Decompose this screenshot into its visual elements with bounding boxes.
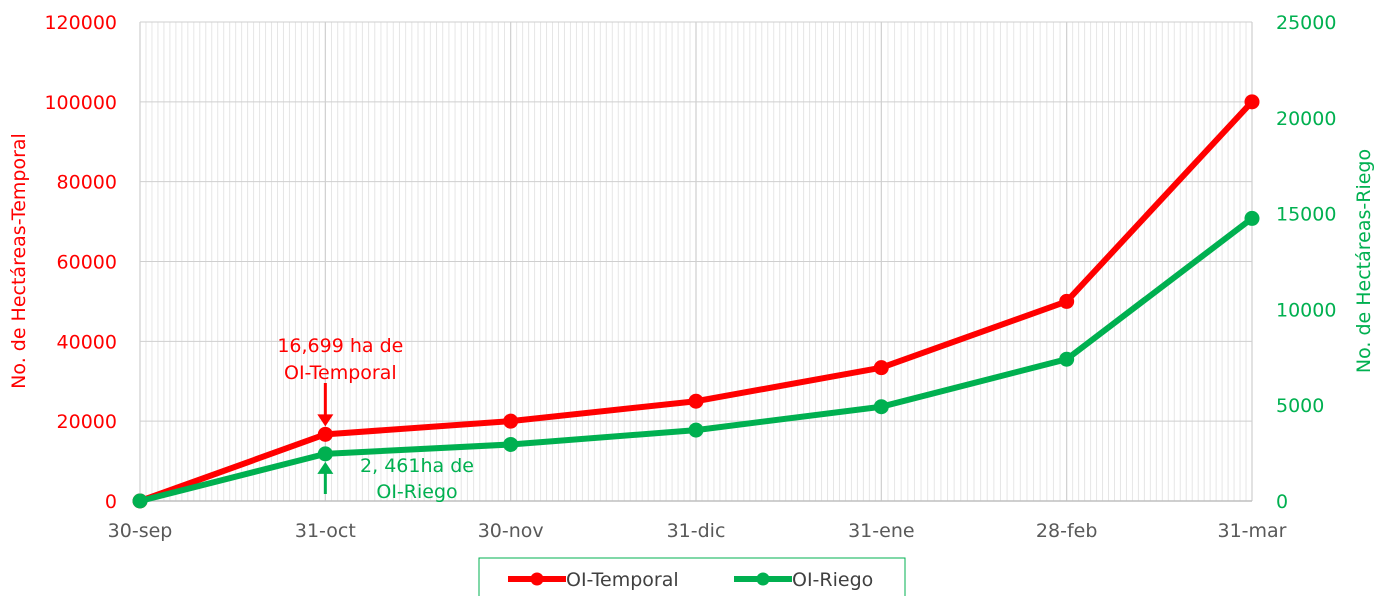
legend-label: OI-Temporal xyxy=(566,569,679,591)
legend-label: OI-Riego xyxy=(792,569,873,591)
legend: OI-Temporal OI-Riego xyxy=(478,557,906,596)
data-point-oi-temporal xyxy=(873,360,889,376)
right-tick-label: 25000 xyxy=(1276,12,1336,34)
annotation-label-line: 2, 461ha de xyxy=(360,455,474,477)
data-point-oi-temporal xyxy=(1244,94,1260,110)
left-tick-label: 40000 xyxy=(57,331,117,353)
x-tick-label: 30-nov xyxy=(478,520,544,542)
right-tick-label: 5000 xyxy=(1276,395,1324,417)
x-tick-label: 31-mar xyxy=(1218,520,1287,542)
annotation-arrow-head xyxy=(317,414,334,427)
data-point-oi-temporal xyxy=(503,413,519,429)
data-point-oi-riego xyxy=(873,399,889,415)
x-tick-label: 31-oct xyxy=(295,520,356,542)
series-layer xyxy=(132,94,1260,509)
left-tick-label: 20000 xyxy=(57,411,117,433)
left-tick-label: 120000 xyxy=(44,12,117,34)
x-axis-ticks: 30-sep 31-oct 30-nov 31-dic 31-ene 28-feb 31-m… xyxy=(108,520,1287,542)
annotation-arrow-head xyxy=(317,461,334,474)
right-tick-label: 20000 xyxy=(1276,108,1336,130)
data-point-oi-riego xyxy=(503,436,519,452)
right-axis-ticks: 0 5000 10000 15000 20000 25000 xyxy=(1276,12,1336,513)
data-point-oi-riego xyxy=(1244,210,1260,226)
x-tick-label: 31-dic xyxy=(667,520,726,542)
right-tick-label: 15000 xyxy=(1276,204,1336,226)
data-point-oi-temporal xyxy=(688,393,704,409)
major-gridlines xyxy=(139,21,1253,502)
data-point-oi-riego xyxy=(132,493,148,509)
x-tick-label: 30-sep xyxy=(108,520,173,542)
right-axis-title: No. de Hectáreas-Riego xyxy=(1353,149,1375,373)
right-tick-label: 10000 xyxy=(1276,299,1336,321)
left-axis-title: No. de Hectáreas-Temporal xyxy=(8,133,30,389)
left-tick-label: 100000 xyxy=(44,92,117,114)
annotation-label-line: 16,699 ha de xyxy=(277,335,403,357)
data-point-oi-riego xyxy=(317,446,333,462)
left-axis-ticks: 0 20000 40000 60000 80000 100000 120000 xyxy=(44,12,117,513)
x-tick-label: 31-ene xyxy=(848,520,914,542)
data-point-oi-riego xyxy=(1059,351,1075,367)
right-tick-label: 0 xyxy=(1276,491,1288,513)
data-point-oi-temporal xyxy=(1059,293,1075,309)
x-tick-label: 28-feb xyxy=(1036,520,1097,542)
legend-swatch-marker xyxy=(756,572,770,586)
data-point-oi-riego xyxy=(688,422,704,438)
left-tick-label: 0 xyxy=(105,491,117,513)
left-tick-label: 60000 xyxy=(57,252,117,274)
annotations: 16,699 ha de OI-Temporal 2, 461ha de OI-Rie… xyxy=(277,335,474,503)
annotation-label-line: OI-Riego xyxy=(376,481,457,503)
annotation-label-line: OI-Temporal xyxy=(284,362,397,384)
data-point-oi-temporal xyxy=(317,426,333,442)
legend-swatch-marker xyxy=(530,572,544,586)
left-tick-label: 80000 xyxy=(57,172,117,194)
